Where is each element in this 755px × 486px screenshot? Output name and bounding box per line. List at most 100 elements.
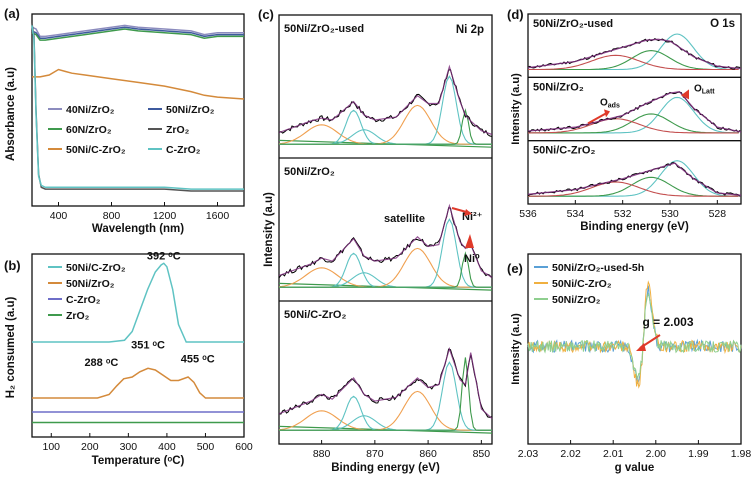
fit-component	[279, 361, 492, 431]
series-line-40Ni/ZrO2	[31, 24, 244, 38]
legend-label: 40Ni/ZrO₂	[66, 104, 115, 116]
arrowhead-g	[636, 343, 646, 351]
x-axis-label: Temperature (ᵒC)	[92, 455, 185, 467]
x-axis-label: Binding energy (eV)	[331, 462, 440, 474]
arrowhead-oads	[604, 109, 610, 118]
x-axis-label: g value	[615, 462, 655, 474]
panel-c-frame	[278, 14, 493, 445]
x-tick-label: 600	[235, 441, 253, 453]
raw-spectrum	[278, 69, 492, 137]
subplot-title: 50Ni/ZrO₂	[533, 81, 584, 93]
subplot-title: 50Ni/ZrO₂-used	[533, 18, 613, 30]
raw-spectrum	[527, 91, 741, 133]
fit-envelope	[527, 38, 742, 70]
legend-label: 50Ni/ZrO₂	[66, 278, 115, 290]
x-tick-label: 500	[197, 441, 215, 453]
panel-d-title: O 1s	[710, 18, 735, 30]
series-line-50Ni/ZrO2	[527, 292, 742, 380]
x-tick-label: 400	[50, 210, 68, 222]
subplot-title: 50Ni/C-ZrO₂	[533, 145, 595, 157]
series-line-50Ni/ZrO2	[31, 26, 244, 39]
panel-a-label: (a)	[4, 6, 20, 21]
legend-label: 50Ni/ZrO₂	[166, 104, 215, 116]
oads-annotation: Oads	[600, 97, 620, 109]
x-tick-label: 2.02	[560, 448, 581, 460]
x-tick-label: 200	[81, 441, 99, 453]
panel-d-frame	[527, 13, 742, 205]
g-value-annotation: g = 2.003	[642, 315, 693, 329]
panel-e-label: (e)	[507, 261, 523, 276]
arrow-oads	[587, 112, 607, 125]
ni0-annotation: Ni⁰	[464, 253, 480, 265]
series-line-60N/ZrO2	[31, 28, 244, 41]
x-tick-label: 2.03	[518, 448, 539, 460]
fit-component	[279, 109, 492, 145]
fit-component	[528, 181, 739, 197]
fit-component	[528, 113, 739, 134]
fit-component	[528, 118, 739, 134]
fit-envelope	[278, 64, 493, 136]
x-tick-label: 850	[473, 448, 491, 460]
fit-envelope	[527, 91, 742, 133]
fit-component	[528, 50, 739, 71]
x-tick-label: 532	[614, 208, 632, 220]
panel-a-frame	[31, 13, 245, 207]
legend-label: 50Ni/ZrO₂	[552, 294, 601, 306]
x-tick-label: 2.00	[646, 448, 667, 460]
x-tick-label: 870	[366, 448, 384, 460]
series-line-50Ni/ZrO2	[32, 367, 244, 399]
fit-envelope	[527, 162, 742, 196]
subplot-title: 50Ni/C-ZrO₂	[284, 309, 346, 321]
series-line-C-ZrO2	[31, 25, 244, 190]
x-tick-label: 300	[120, 441, 138, 453]
legend-label: C-ZrO₂	[166, 144, 201, 156]
peak-annotation: 288 ᵒC	[84, 357, 118, 369]
fit-component	[279, 357, 492, 431]
legend-label: 50Ni/C-ZrO₂	[66, 262, 126, 274]
x-tick-label: 400	[158, 441, 176, 453]
legend-label: ZrO₂	[66, 310, 90, 322]
x-axis-label: Binding energy (eV)	[580, 221, 689, 233]
series-line-50Ni/C-ZrO2	[32, 68, 245, 100]
panel-d-label: (d)	[507, 7, 524, 22]
subplot-title: 50Ni/ZrO₂	[284, 166, 335, 178]
x-axis-label: Wavelength (nm)	[92, 223, 184, 235]
panel-b-frame	[31, 253, 245, 438]
y-axis-label: Intensity (a.u)	[510, 73, 522, 145]
panel-b-label: (b)	[4, 258, 21, 273]
x-tick-label: 528	[709, 208, 727, 220]
x-tick-label: 800	[103, 210, 121, 222]
panel-c-label: (c)	[258, 7, 274, 22]
x-tick-label: 100	[43, 441, 61, 453]
arrowhead-ni2	[464, 209, 472, 216]
raw-spectrum	[527, 37, 741, 70]
x-tick-label: 2.01	[603, 448, 624, 460]
legend-label: ZrO₂	[166, 124, 190, 136]
legend-label: 50Ni/C-ZrO₂	[66, 144, 126, 156]
y-axis-label: Absorbance (a.u)	[5, 67, 17, 161]
legend-label: 50Ni/ZrO₂-used-5h	[552, 262, 644, 274]
peak-annotation: 392 ᵒC	[147, 250, 181, 262]
x-tick-label: 534	[567, 208, 585, 220]
fit-component	[528, 96, 739, 134]
x-tick-label: 536	[519, 208, 537, 220]
y-axis-label: Intensity (a.u)	[263, 192, 275, 267]
series-line-50Ni/C-ZrO2	[527, 280, 742, 389]
arrowhead-ni0	[465, 234, 474, 248]
x-tick-label: 530	[661, 208, 679, 220]
satellite-annotation: satellite	[384, 213, 425, 225]
x-tick-label: 860	[419, 448, 437, 460]
subplot-title: 50Ni/ZrO₂-used	[284, 23, 364, 35]
peak-annotation: 351 ᵒC	[131, 340, 165, 352]
y-axis-label: Intensity (a.u)	[510, 313, 522, 385]
fit-component	[279, 251, 492, 288]
series-line-50Ni/C-ZrO2	[32, 262, 244, 343]
x-tick-label: 1200	[153, 210, 177, 222]
x-tick-label: 1600	[206, 210, 230, 222]
panel-c-title: Ni 2p	[456, 24, 484, 36]
fit-component	[528, 54, 739, 71]
x-tick-label: 1.98	[731, 448, 752, 460]
olatt-annotation: OLatt	[694, 83, 715, 95]
legend-label: 50Ni/C-ZrO₂	[552, 278, 612, 290]
